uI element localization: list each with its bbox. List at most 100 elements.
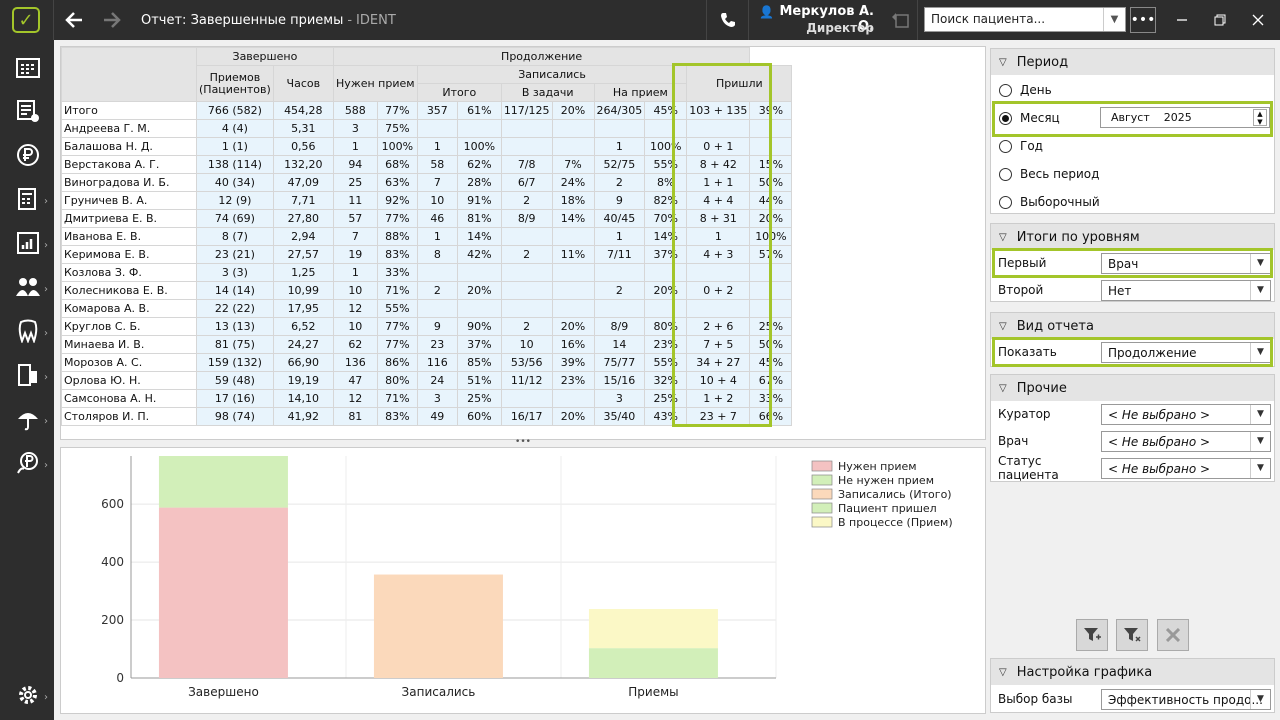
doctor-select[interactable]: < Не выбрано > ▼ xyxy=(1101,430,1271,452)
chevron-right-icon: › xyxy=(44,284,48,295)
table-row[interactable]: Морозов А. С. 159 (132) 66,90 136 86% 116 85% 5… xyxy=(61,353,793,372)
cell-appt: 9 xyxy=(593,191,646,210)
minimize-icon[interactable] xyxy=(1168,6,1196,34)
cell-need: 3 xyxy=(332,119,378,138)
table-row[interactable]: Андреева Г. М. 4 (4) 5,31 3 75% xyxy=(61,119,793,138)
first-level-select[interactable]: Врач ▼ xyxy=(1101,252,1271,274)
cell-task-pct xyxy=(551,227,595,246)
chart-settings-header[interactable]: ▽ Настройка графика xyxy=(991,659,1274,685)
cell-came-pct: 50% xyxy=(749,173,793,192)
ruble-icon[interactable] xyxy=(8,140,48,170)
cell-appts: 59 (48) xyxy=(196,371,274,390)
documents-check-icon[interactable] xyxy=(8,96,48,126)
cell-came-pct: 57% xyxy=(749,245,793,264)
cell-appt-pct: 70% xyxy=(644,209,688,228)
table-row[interactable]: Дмитриева Е. В. 74 (69) 27,80 57 77% 46 81% 8/9… xyxy=(61,209,793,228)
cell-came-pct: 15% xyxy=(749,155,793,174)
table-row[interactable]: Столяров И. П. 98 (74) 41,92 81 83% 49 60% 16/1… xyxy=(61,407,793,426)
radio-all-period[interactable]: Весь период xyxy=(999,164,1099,184)
table-row[interactable]: Керимова Е. В. 23 (21) 27,57 19 83% 8 42% 2 11% 7… xyxy=(61,245,793,264)
schedule-icon[interactable] xyxy=(8,52,48,82)
cell-came: 4 + 3 xyxy=(686,245,751,264)
cell-tot: 58 xyxy=(416,155,458,174)
cell-appts: 98 (74) xyxy=(196,407,274,426)
history-back-icon[interactable] xyxy=(886,6,914,34)
radio-month[interactable]: Месяц xyxy=(999,108,1060,128)
radio-custom[interactable]: Выборочный xyxy=(999,192,1100,212)
curator-select[interactable]: < Не выбрано > ▼ xyxy=(1101,403,1271,425)
view-header[interactable]: ▽ Вид отчета xyxy=(991,313,1274,339)
show-select[interactable]: Продолжение ▼ xyxy=(1101,341,1271,363)
patients-icon[interactable] xyxy=(8,272,48,302)
table-row[interactable]: Самсонова А. Н. 17 (16) 14,10 12 71% 3 25% 3 25%… xyxy=(61,389,793,408)
other-title: Прочие xyxy=(1016,380,1067,396)
close-icon[interactable] xyxy=(1244,6,1272,34)
base-select[interactable]: Эффективность продо... ▼ xyxy=(1101,688,1271,710)
radio-icon xyxy=(999,167,1012,181)
sidebar: › › › › › › › › xyxy=(0,40,54,720)
table-row[interactable]: Груничев В. А. 12 (9) 7,71 11 92% 10 91% 2 18% 9 8… xyxy=(61,191,793,210)
cell-task: 2 xyxy=(500,245,553,264)
calculator-icon[interactable] xyxy=(8,184,48,214)
devices-icon[interactable] xyxy=(8,360,48,390)
reset-x-icon[interactable] xyxy=(1157,619,1189,651)
table-row[interactable]: Балашова Н. Д. 1 (1) 0,56 1 100% 1 100% 1 100% 0 … xyxy=(61,137,793,156)
ruble-person-icon[interactable] xyxy=(8,448,48,478)
more-options-button[interactable]: ••• xyxy=(1130,7,1156,33)
tooth-icon[interactable] xyxy=(8,316,48,346)
collapse-triangle-icon: ▽ xyxy=(999,320,1007,332)
app-logo-icon[interactable]: ✓ xyxy=(12,7,40,33)
restore-icon[interactable] xyxy=(1206,6,1234,34)
cell-appt-pct xyxy=(644,299,688,318)
radio-day[interactable]: День xyxy=(999,80,1052,100)
back-arrow-icon[interactable] xyxy=(60,6,88,34)
table-row[interactable]: Верстакова А. Г. 138 (114) 132,20 94 68% 58 62… xyxy=(61,155,793,174)
table-row[interactable]: Минаева И. В. 81 (75) 24,27 62 77% 23 37% 10 16%… xyxy=(61,335,793,354)
second-level-select[interactable]: Нет ▼ xyxy=(1101,279,1271,301)
cell-task-pct: 24% xyxy=(551,173,595,192)
status-value: < Не выбрано > xyxy=(1108,461,1211,476)
other-header[interactable]: ▽ Прочие xyxy=(991,375,1274,401)
header-to-tasks: В задачи xyxy=(500,83,595,102)
cell-tot: 2 xyxy=(416,281,458,300)
cell-tot: 357 xyxy=(416,101,458,120)
cell-hours: 47,09 xyxy=(272,173,334,192)
period-header[interactable]: ▽ Период xyxy=(991,49,1274,75)
table-row[interactable]: Виноградова И. Б. 40 (34) 47,09 25 63% 7 28% 6/… xyxy=(61,173,793,192)
bar-segment xyxy=(158,456,288,508)
curator-label: Куратор xyxy=(998,407,1051,421)
phone-icon[interactable] xyxy=(714,6,742,34)
x-category-label: Приемы xyxy=(628,685,678,699)
cell-task: 117/125 xyxy=(500,101,553,120)
levels-header[interactable]: ▽ Итоги по уровням xyxy=(991,224,1274,250)
apply-filter-icon[interactable] xyxy=(1076,619,1108,651)
cell-need-pct: 100% xyxy=(376,137,418,156)
table-row[interactable]: Колесникова Е. В. 14 (14) 10,99 10 71% 2 20% 2 2… xyxy=(61,281,793,300)
splitter-handle[interactable]: ••• xyxy=(515,437,531,447)
table-row[interactable]: Комарова А. В. 22 (22) 17,95 12 55% xyxy=(61,299,793,318)
forward-arrow-icon[interactable] xyxy=(98,6,126,34)
chevron-down-icon[interactable]: ▼ xyxy=(1103,8,1125,31)
patient-search-input[interactable]: Поиск пациента... xyxy=(924,7,1126,32)
year-value: 2025 xyxy=(1163,111,1192,124)
cell-appt: 2 xyxy=(593,281,646,300)
table-row[interactable]: Орлова Ю. Н. 59 (48) 19,19 47 80% 24 51% 11/12 2… xyxy=(61,371,793,390)
table-row[interactable]: Козлова З. Ф. 3 (3) 1,25 1 33% xyxy=(61,263,793,282)
row-name-cell: Керимова Е. В. xyxy=(61,245,197,264)
table-total-row[interactable]: Итого 766 (582) 454,28 588 77% 357 61% 117/125 2… xyxy=(61,101,793,120)
reports-chart-icon[interactable] xyxy=(8,228,48,258)
cell-tot: 3 xyxy=(416,389,458,408)
user-name[interactable]: Меркулов А. О. xyxy=(779,4,874,34)
spinner-icon[interactable]: ▲ ▼ xyxy=(1253,109,1267,126)
table-row[interactable]: Круглов С. Б. 13 (13) 6,52 10 77% 9 90% 2 20% 8/9… xyxy=(61,317,793,336)
umbrella-icon[interactable] xyxy=(8,404,48,434)
chevron-right-icon: › xyxy=(44,416,48,427)
cell-came-pct: 25% xyxy=(749,317,793,336)
clear-filter-icon[interactable] xyxy=(1116,619,1148,651)
month-picker[interactable]: Август 2025 ▲ ▼ xyxy=(1100,107,1270,128)
radio-year[interactable]: Год xyxy=(999,136,1043,156)
chevron-right-icon: › xyxy=(44,692,48,703)
settings-gear-icon[interactable] xyxy=(8,680,48,710)
status-select[interactable]: < Не выбрано > ▼ xyxy=(1101,457,1271,479)
table-row[interactable]: Иванова Е. В. 8 (7) 2,94 7 88% 1 14% 1 14% 1 100% xyxy=(61,227,793,246)
